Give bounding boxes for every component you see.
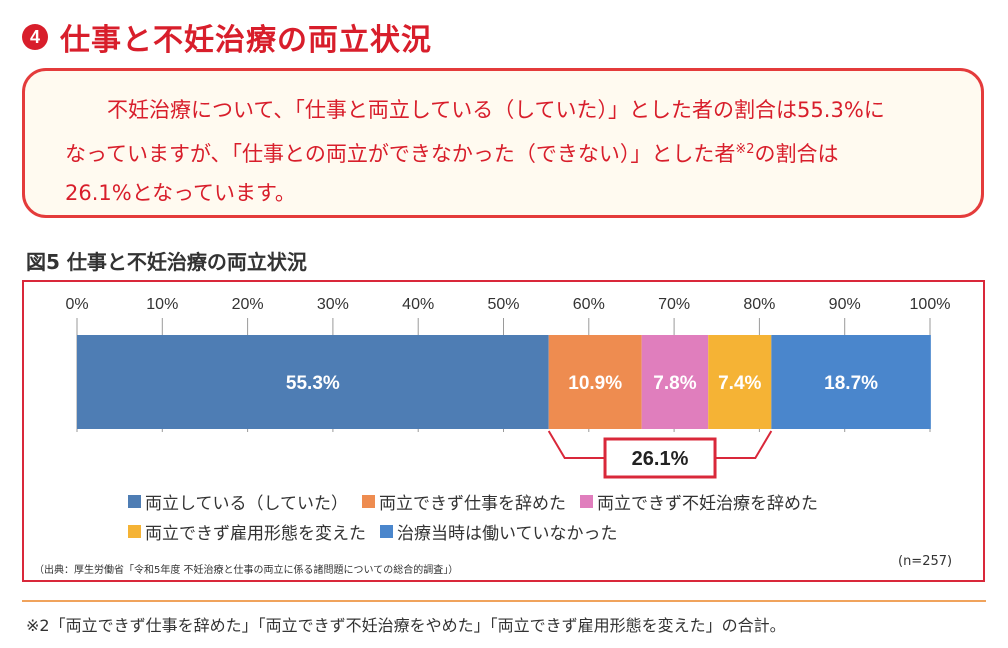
- legend-item-3: 両立できず不妊治療を辞めた: [579, 489, 818, 514]
- bar-segment: [641, 335, 709, 429]
- section-title: 仕事と不妊治療の両立状況: [60, 23, 432, 58]
- summary-line-2-tail: の割合は: [754, 142, 839, 166]
- stacked-bar-chart: 0% 10% 20% 30% 40% 50% 60% 70% 80% 90% 100% 55.3% 10…: [65, 296, 951, 479]
- figure-title: 図5 仕事と不妊治療の両立状況: [26, 250, 307, 274]
- summary-line-3: 26.1%となっています。: [65, 181, 296, 205]
- legend-label-5: 治療当時は働いていなかった: [397, 523, 618, 544]
- summary-footnote-mark: ※2: [735, 142, 755, 157]
- x-tick-label: 60%: [573, 296, 605, 313]
- summary-line-2-text: なっていますが、「仕事との両立ができなかった（できない）」とした者: [65, 142, 736, 166]
- bar-segment: [77, 335, 549, 429]
- x-tick-label: 80%: [743, 296, 775, 313]
- footnote-text: ※2「両立できず仕事を辞めた」「両立できず不妊治療をやめた」「両立できず雇用形態…: [26, 616, 786, 635]
- legend-label-2: 両立できず仕事を辞めた: [378, 493, 566, 514]
- bracket-label: 26.1%: [632, 448, 689, 470]
- bar-data-label: 7.4%: [718, 373, 761, 394]
- footnote-divider: [22, 600, 986, 602]
- x-tick-label: 20%: [232, 296, 264, 313]
- x-tick-label: 0%: [65, 296, 88, 313]
- legend-swatch-4: [128, 524, 141, 538]
- bar-segment: [771, 335, 931, 429]
- chart-legend: 両立している（していた） 両立できず仕事を辞めた 両立できず不妊治療を辞めた 両…: [128, 486, 832, 546]
- legend-item-2: 両立できず仕事を辞めた: [361, 489, 566, 514]
- bar-segment: [548, 335, 642, 429]
- x-tick-label: 100%: [910, 296, 951, 313]
- x-tick-label: 10%: [146, 296, 178, 313]
- x-tick-label: 30%: [317, 296, 349, 313]
- legend-swatch-3: [579, 494, 593, 508]
- legend-swatch-5: [380, 524, 393, 538]
- summary-line-1: 不妊治療について、「仕事と両立している（していた）」とした者の割合は55.3%に: [107, 98, 885, 122]
- summary-box: 不妊治療について、「仕事と両立している（していた）」とした者の割合は55.3%に…: [22, 68, 984, 218]
- legend-swatch-1: [128, 494, 141, 508]
- legend-label-1: 両立している（していた）: [145, 493, 348, 514]
- legend-swatch-2: [361, 494, 375, 508]
- sample-size-label: (n=257): [898, 554, 953, 569]
- x-tick-label: 90%: [829, 296, 861, 313]
- x-tick-label: 50%: [487, 296, 519, 313]
- legend-item-4: 両立できず雇用形態を変えた: [128, 519, 366, 544]
- source-note: （出典：厚生労働省「令和5年度 不妊治療と仕事の両立に係る諸問題についての総合的…: [34, 565, 459, 576]
- bar-data-label: 18.7%: [824, 373, 878, 394]
- x-tick-label: 40%: [402, 296, 434, 313]
- bar-data-label: 10.9%: [568, 373, 622, 394]
- legend-row-1: 両立している（していた） 両立できず仕事を辞めた 両立できず不妊治療を辞めた: [128, 486, 832, 516]
- x-tick-label: 70%: [658, 296, 690, 313]
- section-number-badge: 4: [22, 24, 48, 50]
- section-heading: 4 仕事と不妊治療の両立状況: [22, 14, 432, 60]
- summary-line-2: なっていますが、「仕事との両立ができなかった（できない）」とした者※2の割合は: [65, 130, 947, 174]
- legend-item-1: 両立している（していた）: [128, 489, 348, 514]
- bar-data-label: 7.8%: [653, 373, 696, 394]
- legend-label-4: 両立できず雇用形態を変えた: [145, 523, 366, 544]
- legend-item-5: 治療当時は働いていなかった: [380, 519, 618, 544]
- bracket-label-box: [603, 437, 717, 479]
- bar-segment: [708, 335, 772, 429]
- legend-row-2: 両立できず雇用形態を変えた 治療当時は働いていなかった: [128, 516, 832, 546]
- legend-label-3: 両立できず不妊治療を辞めた: [596, 493, 818, 514]
- bar-data-label: 55.3%: [286, 373, 340, 394]
